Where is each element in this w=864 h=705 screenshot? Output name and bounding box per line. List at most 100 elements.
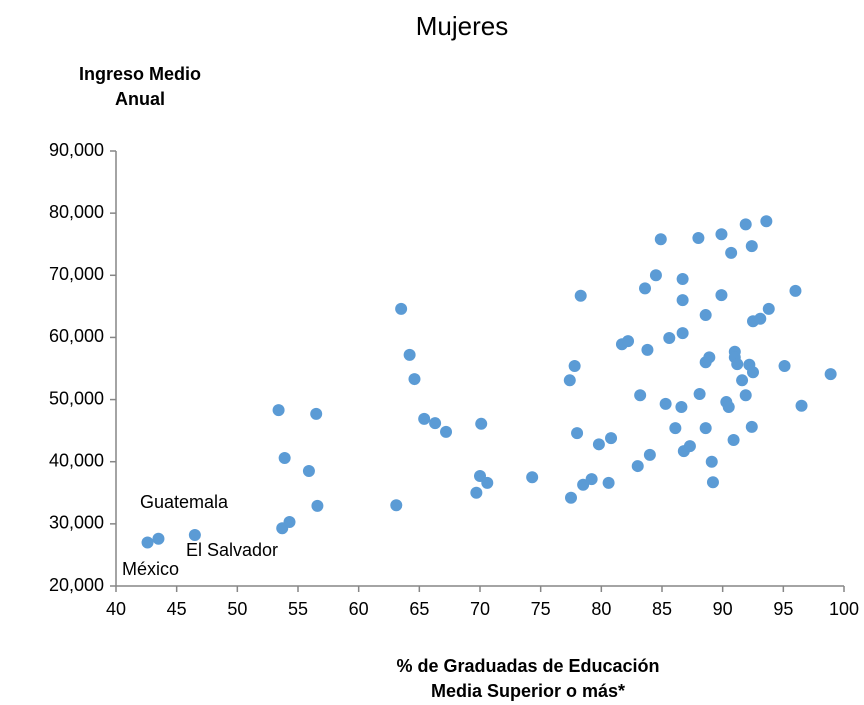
point (745, 240, 758, 253)
point (574, 289, 587, 302)
y-tick-label: 20,000 (49, 575, 104, 595)
point (760, 215, 773, 228)
point (631, 460, 644, 473)
annotation: El Salvador (186, 540, 278, 560)
point (739, 218, 752, 231)
point (605, 432, 618, 445)
point (676, 294, 689, 307)
x-tick-label: 100 (829, 599, 859, 619)
annotation: México (122, 559, 179, 579)
point (754, 312, 767, 325)
point (470, 486, 483, 499)
point (715, 289, 728, 302)
point (663, 332, 676, 345)
x-tick-label: 85 (652, 599, 672, 619)
point (649, 269, 662, 282)
point (699, 309, 712, 322)
point (824, 368, 837, 381)
x-tick-label: 40 (106, 599, 126, 619)
y-tick-label: 90,000 (49, 140, 104, 160)
point (302, 465, 315, 478)
point (563, 374, 576, 387)
point (683, 440, 696, 453)
point (311, 499, 324, 512)
point (676, 273, 689, 286)
point (675, 401, 688, 414)
x-tick-label: 80 (591, 599, 611, 619)
point (643, 448, 656, 461)
x-axis-label: Media Superior o más* (431, 681, 625, 701)
point (727, 433, 740, 446)
point (272, 404, 285, 417)
x-tick-label: 95 (773, 599, 793, 619)
point (403, 348, 416, 361)
x-axis-label: % de Graduadas de Educación (396, 656, 659, 676)
point (778, 360, 791, 373)
point (736, 374, 749, 387)
point (739, 389, 752, 402)
point (440, 425, 453, 438)
point (408, 373, 421, 386)
point (706, 476, 719, 489)
point (722, 401, 735, 414)
x-tick-label: 90 (713, 599, 733, 619)
point (577, 478, 590, 491)
chart-title: Mujeres (416, 11, 508, 41)
annotation: Guatemala (140, 492, 229, 512)
x-tick-label: 60 (349, 599, 369, 619)
point (676, 327, 689, 340)
point (141, 536, 154, 549)
point (152, 532, 165, 545)
point (602, 476, 615, 489)
point (585, 473, 598, 486)
y-tick-label: 40,000 (49, 450, 104, 470)
point (418, 412, 431, 425)
point (634, 389, 647, 402)
point (699, 422, 712, 435)
point (481, 476, 494, 489)
point (745, 420, 758, 433)
point (622, 335, 635, 348)
point (278, 451, 291, 464)
x-tick-label: 55 (288, 599, 308, 619)
point (429, 417, 442, 430)
point (692, 232, 705, 244)
y-tick-label: 50,000 (49, 388, 104, 408)
point (571, 427, 584, 440)
x-tick-label: 50 (227, 599, 247, 619)
point (669, 422, 682, 435)
point (747, 366, 759, 379)
point (565, 491, 577, 504)
y-axis-label: Anual (115, 89, 165, 109)
point (693, 387, 706, 400)
point (639, 282, 652, 295)
point (390, 499, 403, 512)
y-tick-label: 30,000 (49, 513, 104, 533)
point (526, 471, 539, 484)
point (705, 455, 718, 468)
point (592, 438, 605, 451)
y-tick-label: 60,000 (49, 326, 104, 346)
x-tick-label: 45 (167, 599, 187, 619)
point (731, 358, 744, 371)
point (725, 246, 738, 259)
point (395, 302, 408, 315)
point (475, 417, 488, 430)
y-axis-label: Ingreso Medio (79, 64, 201, 84)
y-tick-label: 80,000 (49, 202, 104, 222)
point (715, 228, 728, 241)
x-tick-label: 75 (531, 599, 551, 619)
point (762, 302, 775, 315)
x-tick-label: 65 (409, 599, 429, 619)
x-tick-label: 70 (470, 599, 490, 619)
point (795, 399, 808, 412)
point (654, 233, 667, 246)
point (188, 529, 201, 542)
point (283, 515, 296, 528)
point (703, 351, 716, 364)
point (641, 343, 654, 356)
point (789, 284, 802, 297)
point (310, 407, 323, 420)
y-tick-label: 70,000 (49, 264, 104, 284)
